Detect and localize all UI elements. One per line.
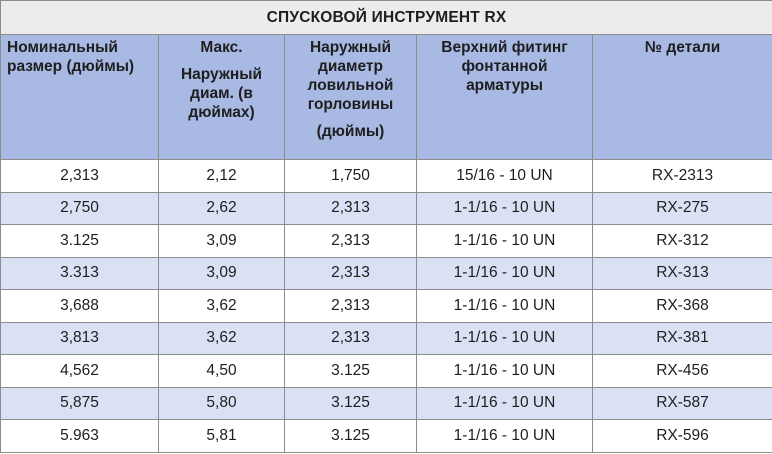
part-number-cell: RX-2313	[591, 159, 772, 193]
top-fitting-cell: 1-1/16 - 10 UN	[416, 289, 593, 323]
column-header-fishing-neck-od: Наружный диаметр ловильной горловины (дюймы)	[284, 34, 417, 160]
max-od-cell: 3,09	[158, 256, 285, 290]
part-number-cell: RX-456	[591, 354, 772, 388]
part-number-cell: RX-587	[591, 386, 772, 420]
table-row: 3,813 3,62 2,313 1-1/16 - 10 UN RX-381	[0, 321, 772, 355]
max-od-cell: 2,12	[158, 159, 285, 193]
header-line: арматуры	[466, 77, 543, 94]
fishing-neck-od-cell: 2,313	[284, 321, 417, 355]
nominal-size-cell: 3.125	[0, 224, 159, 258]
fishing-neck-od-cell: 3.125	[284, 419, 417, 453]
fishing-neck-od-cell: 2,313	[284, 191, 417, 225]
top-fitting-cell: 1-1/16 - 10 UN	[416, 419, 593, 453]
nominal-size-cell: 2,750	[0, 191, 159, 225]
fishing-neck-od-cell: 3.125	[284, 386, 417, 420]
header-line: размер (дюймы)	[7, 58, 135, 75]
table-row: 2,313 2,12 1,750 15/16 - 10 UN RX-2313	[0, 159, 772, 193]
max-od-cell: 4,50	[158, 354, 285, 388]
header-line: Макс.	[200, 39, 243, 56]
table-row: 5.963 5,81 3.125 1-1/16 - 10 UN RX-596	[0, 419, 772, 453]
top-fitting-cell: 15/16 - 10 UN	[416, 159, 593, 193]
fishing-neck-od-cell: 2,313	[284, 256, 417, 290]
header-line: диаметр	[318, 58, 383, 75]
max-od-cell: 3,09	[158, 224, 285, 258]
max-od-cell: 5,81	[158, 419, 285, 453]
nominal-size-cell: 5,875	[0, 386, 159, 420]
top-fitting-cell: 1-1/16 - 10 UN	[416, 256, 593, 290]
part-number-cell: RX-275	[591, 191, 772, 225]
fishing-neck-od-cell: 1,750	[284, 159, 417, 193]
fishing-neck-od-cell: 2,313	[284, 289, 417, 323]
nominal-size-cell: 2,313	[0, 159, 159, 193]
part-number-cell: RX-381	[591, 321, 772, 355]
table-row: 4,562 4,50 3.125 1-1/16 - 10 UN RX-456	[0, 354, 772, 388]
column-header-max-od: Макс. Наружный диам. (в дюймах)	[158, 34, 285, 160]
column-header-part-number: № детали	[591, 34, 772, 160]
table-row: 2,750 2,62 2,313 1-1/16 - 10 UN RX-275	[0, 191, 772, 225]
part-number-cell: RX-368	[591, 289, 772, 323]
header-line: Наружный	[180, 66, 262, 83]
header-line: Номинальный	[7, 39, 118, 56]
part-number-cell: RX-596	[591, 419, 772, 453]
table-body: 2,313 2,12 1,750 15/16 - 10 UN RX-2313 2,750 2…	[0, 159, 772, 453]
table-row: 3.313 3,09 2,313 1-1/16 - 10 UN RX-313	[0, 256, 772, 290]
nominal-size-cell: 3,813	[0, 321, 159, 355]
fishing-neck-od-cell: 3.125	[284, 354, 417, 388]
part-number-cell: RX-313	[591, 256, 772, 290]
header-row: Номинальный размер (дюймы) Макс. Наружный ди…	[0, 34, 772, 160]
header-line: фонтанной	[461, 58, 548, 75]
nominal-size-cell: 5.963	[0, 419, 159, 453]
column-header-nominal-size: Номинальный размер (дюймы)	[0, 34, 159, 160]
top-fitting-cell: 1-1/16 - 10 UN	[416, 321, 593, 355]
table-row: 5,875 5,80 3.125 1-1/16 - 10 UN RX-587	[0, 386, 772, 420]
header-line: Наружный	[309, 39, 391, 56]
header-line: ловильной	[307, 77, 394, 94]
table-title: СПУСКОВОЙ ИНСТРУМЕНТ RX	[0, 0, 772, 35]
top-fitting-cell: 1-1/16 - 10 UN	[416, 386, 593, 420]
part-number-cell: RX-312	[591, 224, 772, 258]
max-od-cell: 5,80	[158, 386, 285, 420]
header-line: дюймах)	[188, 104, 255, 121]
top-fitting-cell: 1-1/16 - 10 UN	[416, 224, 593, 258]
max-od-cell: 3,62	[158, 321, 285, 355]
max-od-cell: 3,62	[158, 289, 285, 323]
table-row: 3,688 3,62 2,313 1-1/16 - 10 UN RX-368	[0, 289, 772, 323]
header-line: № детали	[644, 39, 721, 56]
header-line: горловины	[307, 96, 394, 113]
nominal-size-cell: 4,562	[0, 354, 159, 388]
table-row: 3.125 3,09 2,313 1-1/16 - 10 UN RX-312	[0, 224, 772, 258]
max-od-cell: 2,62	[158, 191, 285, 225]
header-line: диам. (в	[190, 85, 253, 102]
fishing-neck-od-cell: 2,313	[284, 224, 417, 258]
column-header-top-fitting: Верхний фитинг фонтанной арматуры	[416, 34, 593, 160]
header-line: Верхний фитинг	[441, 39, 568, 56]
top-fitting-cell: 1-1/16 - 10 UN	[416, 191, 593, 225]
nominal-size-cell: 3.313	[0, 256, 159, 290]
header-line: (дюймы)	[316, 123, 385, 140]
top-fitting-cell: 1-1/16 - 10 UN	[416, 354, 593, 388]
nominal-size-cell: 3,688	[0, 289, 159, 323]
